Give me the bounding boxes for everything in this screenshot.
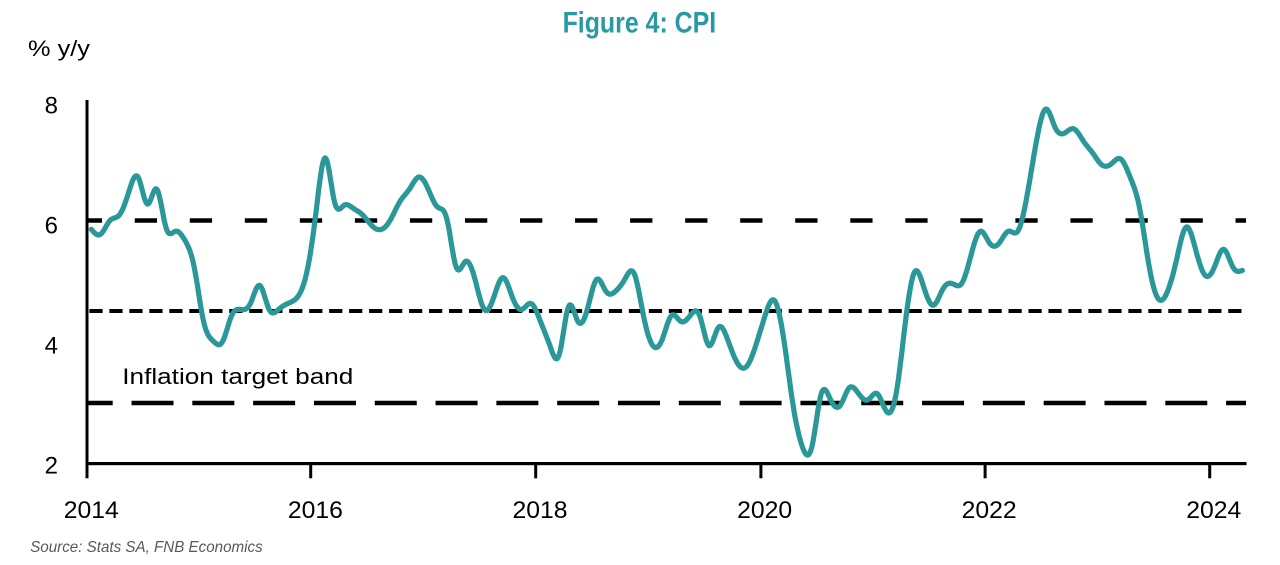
- svg-text:4: 4: [45, 333, 58, 360]
- svg-text:2022: 2022: [962, 497, 1017, 524]
- svg-text:6: 6: [45, 212, 58, 239]
- svg-text:Figure 4: CPI: Figure 4: CPI: [563, 7, 717, 40]
- svg-text:2: 2: [45, 453, 58, 480]
- svg-text:2020: 2020: [737, 497, 792, 524]
- svg-text:Source: Stats SA, FNB Economic: Source: Stats SA, FNB Economics: [30, 539, 263, 556]
- svg-text:% y/y: % y/y: [28, 36, 90, 61]
- svg-text:8: 8: [45, 93, 58, 120]
- svg-text:2018: 2018: [513, 497, 568, 524]
- svg-text:Inflation target band: Inflation target band: [122, 364, 353, 389]
- svg-text:2024: 2024: [1186, 497, 1241, 524]
- svg-text:2014: 2014: [64, 497, 119, 524]
- svg-text:2016: 2016: [288, 497, 343, 524]
